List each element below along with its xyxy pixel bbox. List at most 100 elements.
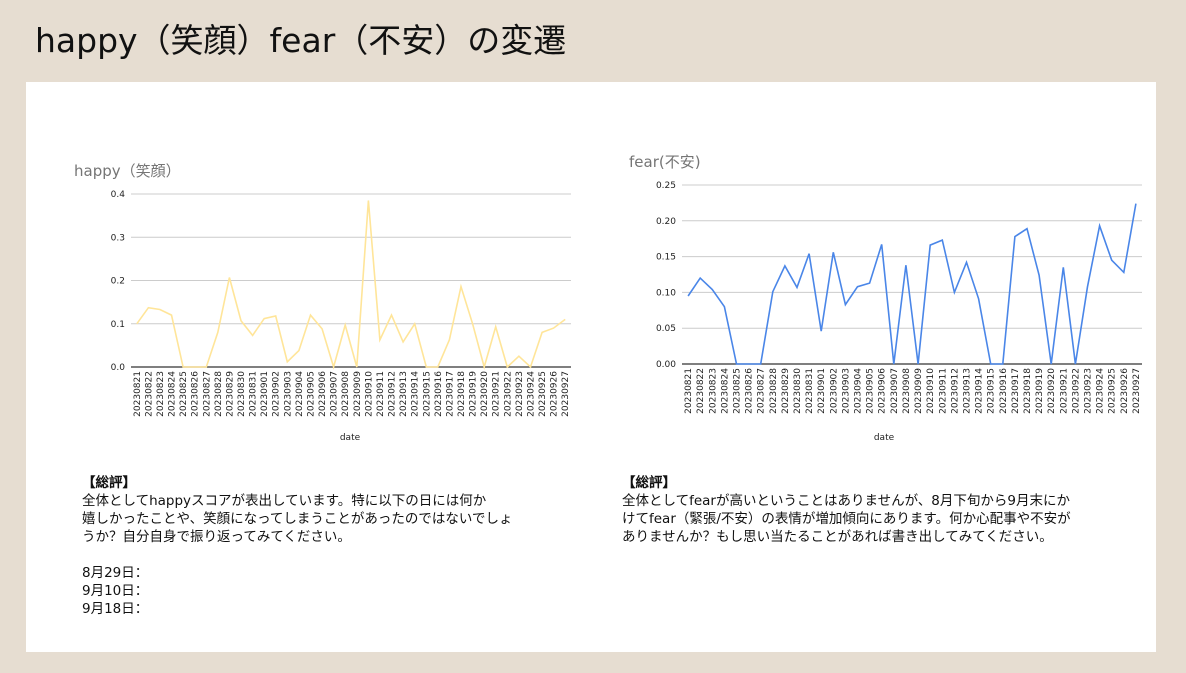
happy-data-point <box>193 366 195 368</box>
happy-data-point <box>228 276 230 278</box>
happy-data-point <box>425 366 427 368</box>
happy-chart-title: happy（笑顔） <box>74 162 181 180</box>
fear-data-point <box>893 363 895 365</box>
fear-x-tick-label: 20230902 <box>829 368 839 414</box>
happy-x-tick-label: 20230823 <box>156 371 166 417</box>
fear-data-point <box>953 291 955 293</box>
happy-x-tick-label: 20230923 <box>515 371 525 417</box>
happy-data-point <box>529 366 531 368</box>
fear-x-tick-label: 20230910 <box>926 368 936 414</box>
fear-data-point <box>1026 227 1028 229</box>
happy-chart: happy（笑顔） 0.00.10.20.30.4 20230821 202308… <box>74 162 571 443</box>
happy-x-tick-label: 20230908 <box>341 371 351 417</box>
happy-data-point <box>240 320 242 322</box>
happy-y-tick-label: 0.1 <box>111 320 125 330</box>
happy-data-point <box>344 324 346 326</box>
fear-x-axis-title: date <box>874 433 895 443</box>
fear-x-tick-label: 20230915 <box>987 368 997 414</box>
fear-y-tick-label: 0.00 <box>656 360 676 370</box>
happy-x-tick-label: 20230901 <box>260 371 270 417</box>
happy-x-tick-label: 20230912 <box>388 371 398 417</box>
happy-data-point <box>413 323 415 325</box>
fear-series-line <box>687 203 1137 365</box>
fear-y-tick-label: 0.10 <box>656 288 676 298</box>
fear-data-point <box>1038 274 1040 276</box>
happy-x-tick-label: 20230905 <box>306 371 316 417</box>
fear-x-tick-label: 20230827 <box>757 368 767 414</box>
fear-data-point <box>735 363 737 365</box>
fear-x-tick-label: 20230822 <box>696 368 706 414</box>
happy-y-tick-label: 0.3 <box>111 233 125 243</box>
fear-x-tick-label: 20230916 <box>999 368 1009 414</box>
fear-x-tick-label: 20230823 <box>708 368 718 414</box>
fear-x-tick-label: 20230913 <box>962 368 972 414</box>
happy-x-axis-title: date <box>340 433 361 443</box>
happy-data-point <box>541 331 543 333</box>
happy-data-point <box>251 334 253 336</box>
fear-x-tick-label: 20230923 <box>1084 368 1094 414</box>
fear-data-point <box>1135 202 1137 204</box>
fear-data-point <box>820 330 822 332</box>
happy-data-point <box>275 315 277 317</box>
fear-data-point <box>844 303 846 305</box>
happy-data-point <box>448 339 450 341</box>
happy-date-item: 8月29日： <box>82 565 149 581</box>
fear-data-point <box>989 363 991 365</box>
happy-x-tick-label: 20230913 <box>399 371 409 417</box>
fear-data-point <box>687 295 689 297</box>
happy-data-point <box>379 339 381 341</box>
fear-data-point <box>905 264 907 266</box>
fear-data-point <box>1050 363 1052 365</box>
happy-x-tick-label: 20230907 <box>330 371 340 417</box>
fear-data-point <box>965 261 967 263</box>
fear-data-point <box>1086 285 1088 287</box>
fear-x-tick-label: 20230918 <box>1023 368 1033 414</box>
happy-data-point <box>495 326 497 328</box>
happy-date-item: 9月18日： <box>82 601 149 617</box>
fear-x-tick-label: 20230905 <box>866 368 876 414</box>
fear-x-tick-label: 20230828 <box>769 368 779 414</box>
happy-x-tick-label: 20230927 <box>561 371 571 417</box>
happy-series-line <box>136 200 566 370</box>
fear-data-point <box>1074 363 1076 365</box>
happy-x-tick-label: 20230911 <box>376 371 386 417</box>
fear-y-tick-label: 0.05 <box>656 324 676 334</box>
happy-x-tick-label: 20230925 <box>538 371 548 417</box>
fear-x-tick-label: 20230906 <box>878 368 888 414</box>
happy-data-point <box>460 285 462 287</box>
fear-data-point <box>772 290 774 292</box>
fear-data-point <box>723 306 725 308</box>
happy-data-point <box>298 349 300 351</box>
fear-data-point <box>747 363 749 365</box>
happy-data-point <box>552 327 554 329</box>
fear-x-tick-label: 20230903 <box>841 368 851 414</box>
fear-x-tick-label: 20230927 <box>1132 368 1142 414</box>
happy-data-point <box>402 341 404 343</box>
fear-data-point <box>941 239 943 241</box>
happy-data-point <box>390 314 392 316</box>
fear-data-point <box>881 243 883 245</box>
fear-chart: fear(不安) 0.00 0.05 0.10 0.15 0.20 0.25 202308… <box>629 153 1142 443</box>
fear-data-point <box>711 288 713 290</box>
happy-x-tick-label: 20230924 <box>526 371 536 417</box>
fear-x-tick-label: 20230909 <box>914 368 924 414</box>
happy-data-point <box>332 366 334 368</box>
happy-data-point <box>205 366 207 368</box>
happy-x-tick-label: 20230906 <box>318 371 328 417</box>
fear-x-tick-label: 20230926 <box>1120 368 1130 414</box>
happy-comment-heading: 【総評】 <box>82 475 136 491</box>
happy-x-tick-label: 20230827 <box>202 371 212 417</box>
happy-x-tick-label: 20230828 <box>214 371 224 417</box>
happy-x-tick-label: 20230919 <box>469 371 479 417</box>
happy-x-tick-label: 20230918 <box>457 371 467 417</box>
happy-x-tick-label: 20230909 <box>353 371 363 417</box>
happy-comment: 【総評】 全体としてhappyスコアが表出しています。特に以下の日には何か 嬉し… <box>82 474 582 618</box>
happy-data-point <box>471 323 473 325</box>
happy-x-tick-label: 20230831 <box>249 371 259 417</box>
report-card: happy（笑顔） 0.0 0.1 0.2 0.3 0.4 20230821 202308… <box>26 82 1156 652</box>
happy-x-tick-label: 20230917 <box>445 371 455 417</box>
happy-y-tick-label: 0.0 <box>111 363 126 373</box>
fear-x-tick-label: 20230908 <box>902 368 912 414</box>
happy-data-point <box>182 366 184 368</box>
fear-x-tick-label: 20230830 <box>793 368 803 414</box>
